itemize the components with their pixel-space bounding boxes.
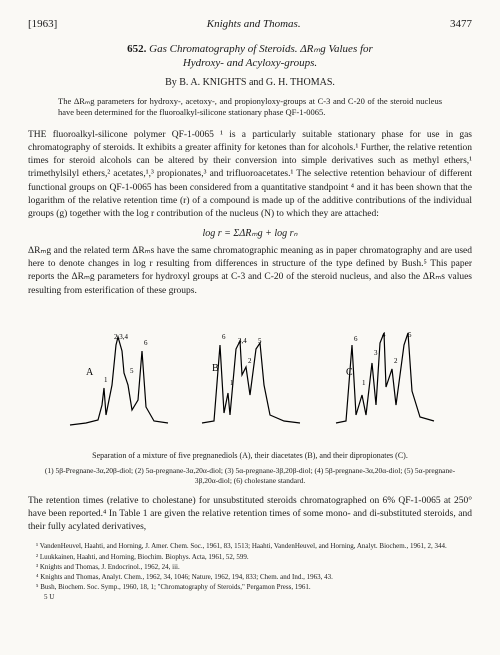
- author-line: By B. A. KNIGHTS and G. H. THOMAS.: [28, 77, 472, 88]
- footnote-1: ¹ VandenHeuvel, Haahti, and Horning, J. …: [28, 542, 472, 551]
- paragraph-2: ΔRₘg and the related term ΔRₘs have the …: [28, 245, 472, 298]
- paragraph-3: The retention times (relative to cholest…: [28, 495, 472, 535]
- figure-compounds: (1) 5β-Pregnane-3α,20β-diol; (2) 5α-preg…: [38, 466, 462, 487]
- chromatogram-svg: A 2,3,4 6 1 5 B 3,4 6 1 5 2 C 4 6: [50, 310, 450, 440]
- figure-chromatogram: A 2,3,4 6 1 5 B 3,4 6 1 5 2 C 4 6: [28, 310, 472, 445]
- panel-a-annot-1: 1: [104, 376, 108, 384]
- panel-b-label: B: [212, 363, 219, 374]
- panel-b-annot-1: 1: [230, 379, 234, 387]
- paragraph-1: THE fluoroalkyl-silicone polymer QF-1-00…: [28, 129, 472, 222]
- panel-b-annot-6: 6: [222, 333, 226, 341]
- signature-mark: 5 U: [28, 593, 472, 602]
- panel-c-annot-4: 4: [382, 331, 386, 339]
- abstract: The ΔRₘg parameters for hydroxy-, acetox…: [58, 96, 442, 119]
- figure-caption: Separation of a mixture of five pregnane…: [48, 451, 452, 462]
- panel-a-annot-6: 6: [144, 339, 148, 347]
- panel-a: A 2,3,4 6 1 5: [70, 333, 168, 425]
- panel-a-label: A: [86, 367, 94, 378]
- footnote-4: ⁴ Knights and Thomas, Analyt. Chem., 196…: [28, 573, 472, 582]
- article-title: 652. Gas Chromatography of Steroids. ΔRₘ…: [28, 42, 472, 71]
- footnote-2: ² Luukkainen, Haahti, and Horning, Bioch…: [28, 553, 472, 562]
- panel-a-annot-234: 2,3,4: [114, 333, 129, 341]
- panel-c-annot-2: 2: [394, 357, 398, 365]
- panel-b-annot-5: 5: [258, 337, 262, 345]
- panel-b-annot-2: 2: [248, 357, 252, 365]
- panel-a-annot-5: 5: [130, 367, 134, 375]
- article-title-line1: Gas Chromatography of Steroids. ΔRₘg Val…: [149, 43, 373, 55]
- article-number: 652.: [127, 43, 146, 55]
- footnote-5: ⁵ Bush, Biochem. Soc. Symp., 1960, 18, 1…: [28, 583, 472, 592]
- equation-1: log r = ΣΔRₘg + log rₙ: [28, 228, 472, 239]
- panel-c-annot-5: 5: [408, 331, 412, 339]
- trace-b: [202, 341, 300, 423]
- trace-c: [336, 333, 434, 423]
- panel-c: C 4 6 3 1 2 5: [336, 331, 434, 423]
- panel-b-annot-34: 3,4: [238, 337, 247, 345]
- header-running-title: Knights and Thomas.: [57, 18, 450, 30]
- footnotes: ¹ VandenHeuvel, Haahti, and Horning, J. …: [28, 542, 472, 602]
- page-container: [1963] Knights and Thomas. 3477 652. Gas…: [0, 0, 500, 613]
- article-title-line2: Hydroxy- and Acyloxy-groups.: [183, 57, 317, 69]
- panel-c-annot-3: 3: [374, 349, 378, 357]
- panel-c-annot-6: 6: [354, 335, 358, 343]
- panel-c-annot-1: 1: [362, 379, 366, 387]
- trace-a: [70, 337, 168, 425]
- header-page-number: 3477: [450, 18, 472, 30]
- panel-b: B 3,4 6 1 5 2: [202, 333, 300, 423]
- panel-c-label: C: [346, 367, 353, 378]
- running-header: [1963] Knights and Thomas. 3477: [28, 18, 472, 30]
- footnote-3: ³ Knights and Thomas, J. Endocrinol., 19…: [28, 563, 472, 572]
- header-year: [1963]: [28, 18, 57, 30]
